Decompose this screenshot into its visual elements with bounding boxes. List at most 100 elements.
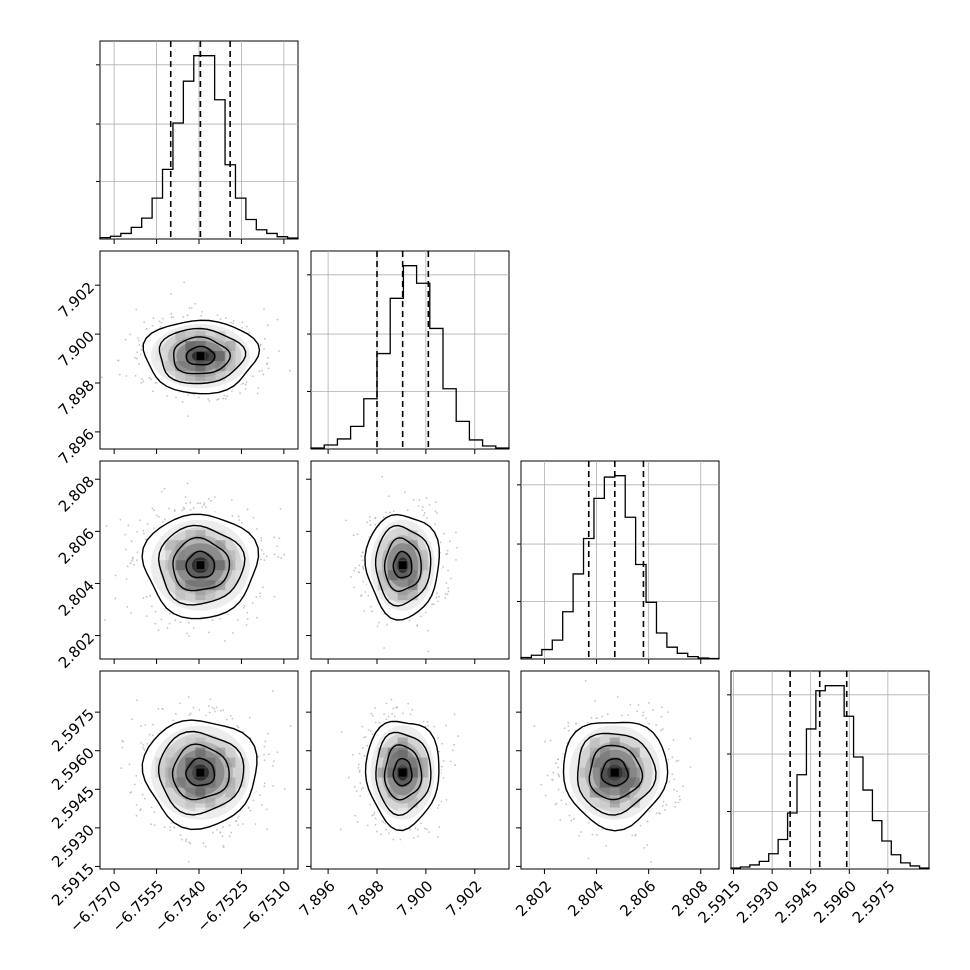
density-cell [377, 570, 388, 581]
scatter-point [131, 556, 134, 559]
density-cell [165, 757, 176, 768]
density-cell [185, 767, 196, 778]
scatter-point [260, 548, 263, 551]
scatter-point [677, 801, 680, 804]
scatter-point [231, 717, 234, 720]
scatter-point [229, 715, 232, 717]
density-cell [195, 371, 206, 382]
scatter-point [358, 564, 361, 567]
density-cell [397, 737, 408, 748]
scatter-point [264, 740, 267, 743]
y-tick-label: 2.5975 [48, 705, 98, 755]
scatter-point [219, 618, 222, 620]
density-peak [196, 768, 205, 777]
density-cell [377, 580, 388, 591]
density-cell [377, 747, 388, 758]
scatter-point [241, 327, 244, 329]
scatter-point [208, 400, 211, 402]
density-cell [175, 777, 186, 788]
scatter-point [374, 523, 377, 526]
y-tick-label: 2.804 [55, 577, 98, 620]
scatter-point [369, 730, 372, 732]
scatter-point [369, 524, 372, 526]
scatter-point [392, 707, 395, 710]
scatter-point [200, 314, 203, 317]
density-cell [195, 747, 206, 758]
scatter-layer [120, 690, 292, 863]
scatter-point [358, 771, 361, 774]
scatter-point [639, 824, 642, 827]
scatter-point [453, 713, 456, 716]
scatter-point [216, 828, 218, 831]
density-cell [417, 550, 428, 561]
scatter-point [189, 842, 192, 845]
scatter-point [153, 824, 156, 827]
scatter-point [213, 707, 216, 710]
scatter-point [383, 713, 386, 716]
scatter-point [155, 514, 158, 517]
scatter-point [356, 821, 359, 823]
y-tick-label: 2.806 [55, 525, 98, 568]
scatter-point [637, 875, 639, 877]
scatter-point [118, 373, 121, 376]
scatter-point [371, 714, 374, 717]
scatter-point [215, 706, 218, 709]
scatter-point [442, 760, 445, 762]
scatter-point [150, 605, 153, 608]
scatter-point [154, 610, 157, 613]
scatter-point [248, 716, 251, 719]
scatter-point [257, 387, 260, 389]
scatter-point [260, 558, 262, 561]
scatter-point [249, 809, 252, 812]
density-cell [215, 540, 226, 551]
scatter-point [188, 621, 190, 624]
scatter-point [259, 343, 262, 346]
scatter-point [353, 785, 356, 788]
scatter-point [357, 763, 360, 766]
contour-line [392, 758, 413, 787]
scatter-point [152, 390, 154, 393]
scatter-point [279, 507, 282, 510]
scatter-point [445, 799, 448, 801]
scatter-point [138, 339, 140, 342]
scatter-point [141, 746, 144, 749]
density-cell [185, 737, 196, 748]
scatter-point [93, 568, 95, 570]
scatter-point [366, 744, 369, 747]
scatter-point [185, 838, 188, 841]
scatter-point [246, 611, 249, 614]
contour-line [157, 524, 246, 606]
scatter-point [421, 506, 424, 508]
scatter-point [369, 516, 371, 518]
density-cell [185, 787, 196, 798]
scatter-point [245, 381, 248, 384]
density-cell [205, 580, 216, 591]
scatter-point [347, 776, 350, 779]
scatter-point [435, 596, 438, 599]
scatter-point [203, 502, 206, 504]
density-cell [205, 590, 216, 601]
contour-line [185, 757, 216, 787]
scatter-point [273, 536, 276, 539]
scatter-point [125, 577, 128, 580]
density-cell [407, 767, 418, 778]
density-cell [225, 777, 236, 788]
scatter-point [168, 507, 170, 510]
density-cell [215, 351, 226, 362]
scatter-point [360, 594, 363, 597]
density-cell [407, 530, 418, 541]
scatter-point [187, 634, 190, 637]
scatter-point [142, 743, 145, 746]
scatter-point [124, 533, 127, 536]
scatter-point [257, 755, 260, 758]
scatter-point [222, 826, 224, 828]
scatter-point [369, 519, 371, 522]
scatter-layer [93, 482, 286, 642]
scatter-point [431, 603, 434, 606]
density-cell [155, 550, 166, 561]
scatter-point [161, 317, 164, 320]
y-tick-label: 7.900 [55, 327, 98, 370]
scatter-point [144, 538, 147, 541]
